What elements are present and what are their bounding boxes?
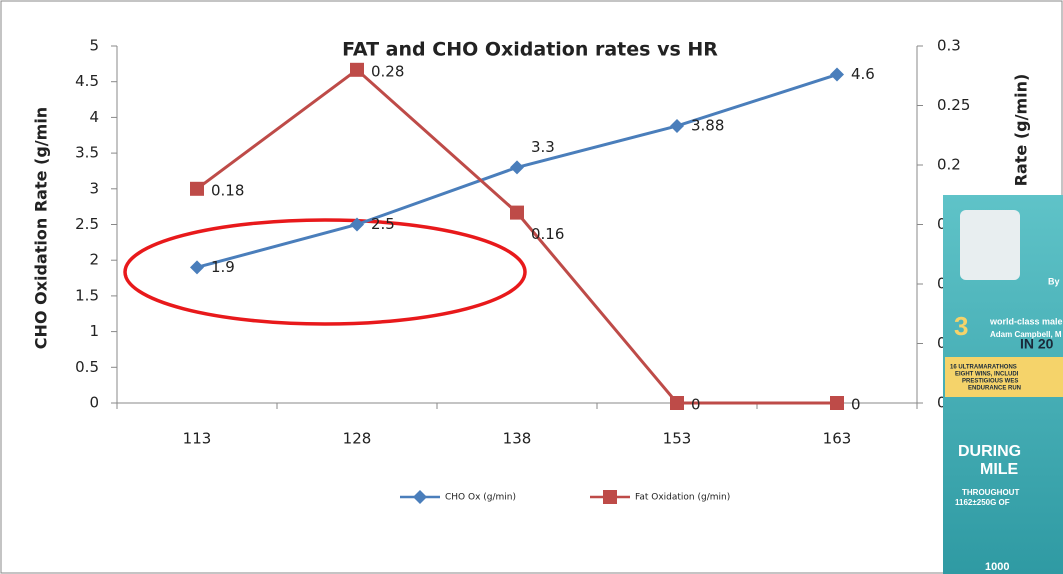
overlay-text: Adam Campbell, M <box>990 330 1062 339</box>
infographic-overlay: By 3 world-class male Adam Campbell, MIN 20… <box>943 195 1063 574</box>
y-tick-label: 3.5 <box>75 144 99 162</box>
point <box>350 217 364 232</box>
point <box>670 118 684 133</box>
y2-tick-label: 0.25 <box>937 96 970 114</box>
x-tick-label: 128 <box>343 430 372 448</box>
point <box>830 396 844 410</box>
point <box>603 490 617 504</box>
overlay-text: THROUGHOUT <box>962 488 1019 497</box>
overlay-text: By <box>1048 276 1060 286</box>
highlight-ellipse <box>123 218 527 326</box>
data-label: 0.28 <box>371 62 404 80</box>
data-label: 0.18 <box>211 181 244 199</box>
overlay-text: IN 20 <box>1020 336 1054 352</box>
point <box>413 490 427 504</box>
point <box>830 67 844 82</box>
data-label: 4.6 <box>851 65 875 83</box>
data-label: 3.88 <box>691 116 724 134</box>
overlay-text: 1162±250G OF <box>955 498 1010 507</box>
point <box>190 181 204 196</box>
point <box>670 396 684 410</box>
data-label: 3.3 <box>531 138 555 156</box>
legend-label: Fat Oxidation (g/min) <box>635 493 730 503</box>
point <box>510 160 524 175</box>
overlay-banner <box>945 357 1063 397</box>
y-tick-label: 1.5 <box>75 286 99 304</box>
overlay-text: PRESTIGIOUS WES <box>962 379 1018 385</box>
data-label: 0.16 <box>531 225 564 243</box>
data-label: 0 <box>851 396 861 414</box>
y2-tick-label: 0 <box>937 394 947 412</box>
overlay-text: MILE <box>980 461 1019 478</box>
overlay-text: DURING <box>958 443 1021 460</box>
chart-title: FAT and CHO Oxidation rates vs HR <box>342 39 718 61</box>
y-tick-label: 4 <box>89 108 99 126</box>
y-tick-label: 2 <box>89 251 99 269</box>
point <box>510 205 524 220</box>
y-tick-label: 4.5 <box>75 72 99 90</box>
data-label: 2.5 <box>371 215 395 233</box>
y2-tick-label: 0.3 <box>937 37 961 55</box>
y-tick-label: 3 <box>89 179 99 197</box>
overlay-figure <box>960 210 1020 280</box>
y-tick-label: 5 <box>89 37 99 55</box>
y-tick-label: 1 <box>89 322 99 340</box>
overlay-text: 1000 <box>985 561 1009 573</box>
y-tick-label: 0 <box>89 394 99 412</box>
y2-axis-label: Rate (g/min) <box>1012 74 1031 187</box>
data-label: 0 <box>691 396 701 414</box>
legend-label: CHO Ox (g/min) <box>445 493 516 503</box>
x-tick-label: 153 <box>663 430 692 448</box>
point <box>190 260 204 275</box>
y-axis-label: CHO Oxidation Rate (g/min <box>32 107 51 349</box>
overlay-text: 3 <box>954 311 968 341</box>
y2-tick-label: 0.2 <box>937 156 961 174</box>
y-tick-label: 2.5 <box>75 215 99 233</box>
y-tick-label: 0.5 <box>75 358 99 376</box>
overlay-text: EIGHT WINS, INCLUDI <box>955 372 1019 378</box>
x-tick-label: 113 <box>183 430 212 448</box>
point <box>350 62 364 77</box>
overlay-text: ENDURANCE RUN <box>968 386 1021 392</box>
overlay-text: world-class male <box>989 316 1063 326</box>
overlay-text: 16 ULTRAMARATHONS <box>950 365 1017 371</box>
x-tick-label: 138 <box>503 430 532 448</box>
x-tick-label: 163 <box>823 430 852 448</box>
data-label: 1.9 <box>211 258 235 276</box>
